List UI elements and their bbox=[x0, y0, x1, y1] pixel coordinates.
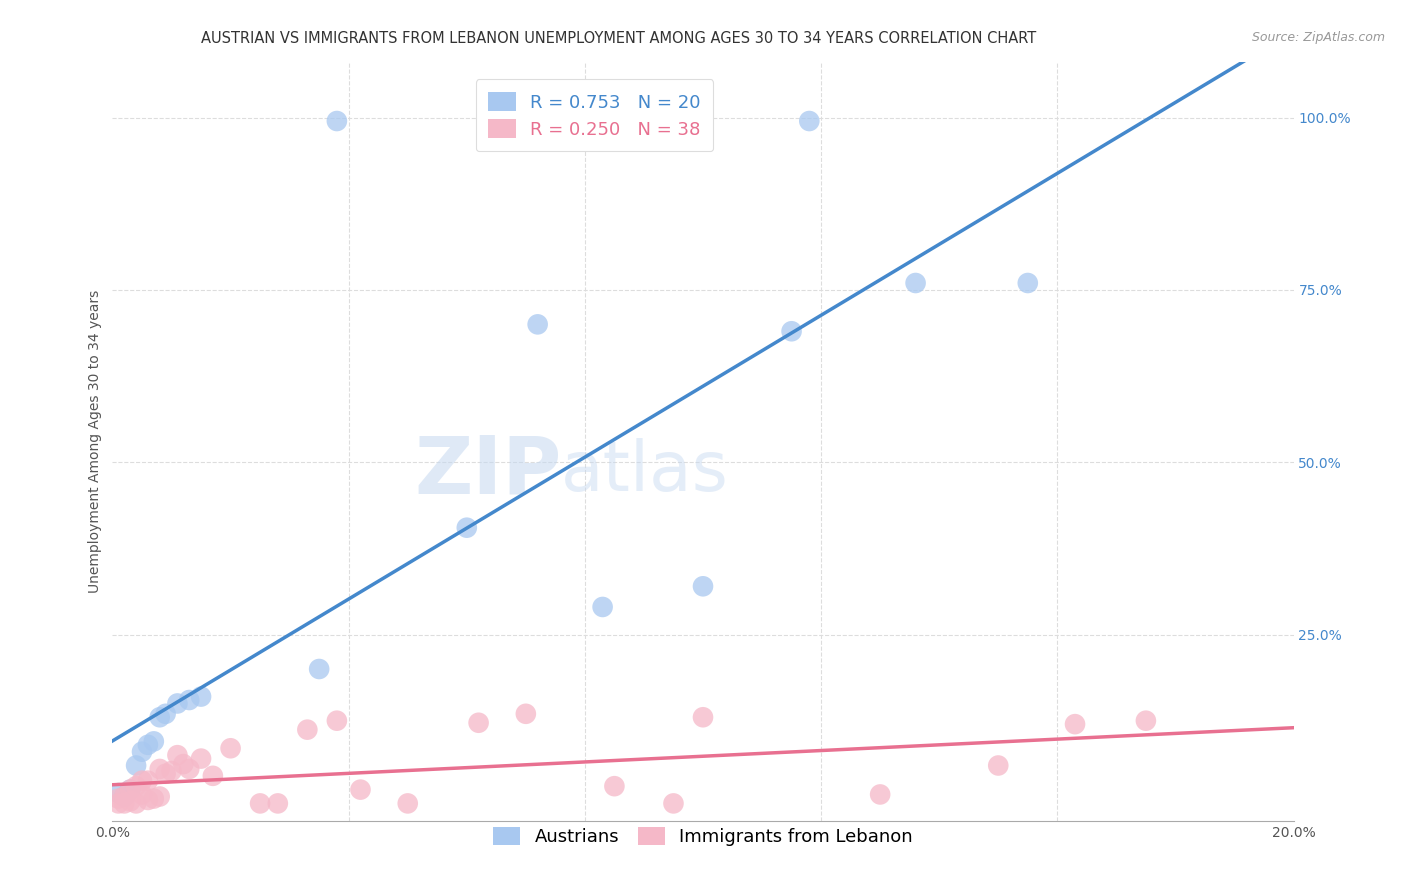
Y-axis label: Unemployment Among Ages 30 to 34 years: Unemployment Among Ages 30 to 34 years bbox=[89, 290, 103, 593]
Point bbox=[136, 738, 159, 752]
Text: atlas: atlas bbox=[561, 438, 730, 506]
Point bbox=[869, 788, 891, 802]
Point bbox=[179, 762, 201, 776]
Point bbox=[142, 791, 165, 805]
Point bbox=[179, 693, 201, 707]
Point bbox=[1064, 717, 1087, 731]
Point bbox=[308, 662, 330, 676]
Point bbox=[131, 745, 153, 759]
Point bbox=[190, 751, 212, 765]
Point bbox=[120, 782, 142, 797]
Point bbox=[603, 779, 626, 793]
Point bbox=[112, 789, 135, 804]
Point bbox=[662, 797, 685, 811]
Point bbox=[467, 715, 489, 730]
Point bbox=[120, 782, 142, 797]
Point bbox=[155, 706, 177, 721]
Point bbox=[166, 697, 188, 711]
Point bbox=[219, 741, 242, 756]
Point bbox=[136, 793, 159, 807]
Point bbox=[592, 599, 614, 614]
Point bbox=[166, 748, 188, 763]
Point bbox=[456, 521, 478, 535]
Point bbox=[120, 794, 142, 808]
Point bbox=[692, 710, 714, 724]
Point bbox=[136, 773, 159, 788]
Point bbox=[1135, 714, 1157, 728]
Point bbox=[131, 773, 153, 788]
Point bbox=[1017, 276, 1039, 290]
Point bbox=[396, 797, 419, 811]
Point bbox=[155, 766, 177, 780]
Point bbox=[904, 276, 927, 290]
Point bbox=[190, 690, 212, 704]
Point bbox=[125, 797, 148, 811]
Point bbox=[201, 769, 224, 783]
Text: AUSTRIAN VS IMMIGRANTS FROM LEBANON UNEMPLOYMENT AMONG AGES 30 TO 34 YEARS CORRE: AUSTRIAN VS IMMIGRANTS FROM LEBANON UNEM… bbox=[201, 31, 1036, 46]
Point bbox=[526, 318, 548, 332]
Point bbox=[125, 758, 148, 772]
Text: ZIP: ZIP bbox=[413, 433, 561, 511]
Point bbox=[149, 710, 172, 724]
Point bbox=[107, 791, 129, 805]
Point bbox=[780, 324, 803, 338]
Point bbox=[515, 706, 537, 721]
Point bbox=[987, 758, 1010, 772]
Point bbox=[160, 764, 183, 778]
Point bbox=[249, 797, 271, 811]
Point bbox=[125, 779, 148, 793]
Point bbox=[326, 114, 349, 128]
Point bbox=[131, 788, 153, 802]
Point bbox=[692, 579, 714, 593]
Point bbox=[107, 786, 129, 800]
Point bbox=[267, 797, 290, 811]
Point bbox=[112, 797, 135, 811]
Point bbox=[149, 762, 172, 776]
Legend: Austrians, Immigrants from Lebanon: Austrians, Immigrants from Lebanon bbox=[486, 820, 920, 854]
Point bbox=[107, 797, 129, 811]
Point bbox=[326, 714, 349, 728]
Point bbox=[297, 723, 319, 737]
Point bbox=[112, 789, 135, 804]
Point bbox=[172, 757, 194, 772]
Text: Source: ZipAtlas.com: Source: ZipAtlas.com bbox=[1251, 31, 1385, 45]
Point bbox=[799, 114, 821, 128]
Point bbox=[349, 782, 371, 797]
Point bbox=[149, 789, 172, 804]
Point bbox=[142, 734, 165, 748]
